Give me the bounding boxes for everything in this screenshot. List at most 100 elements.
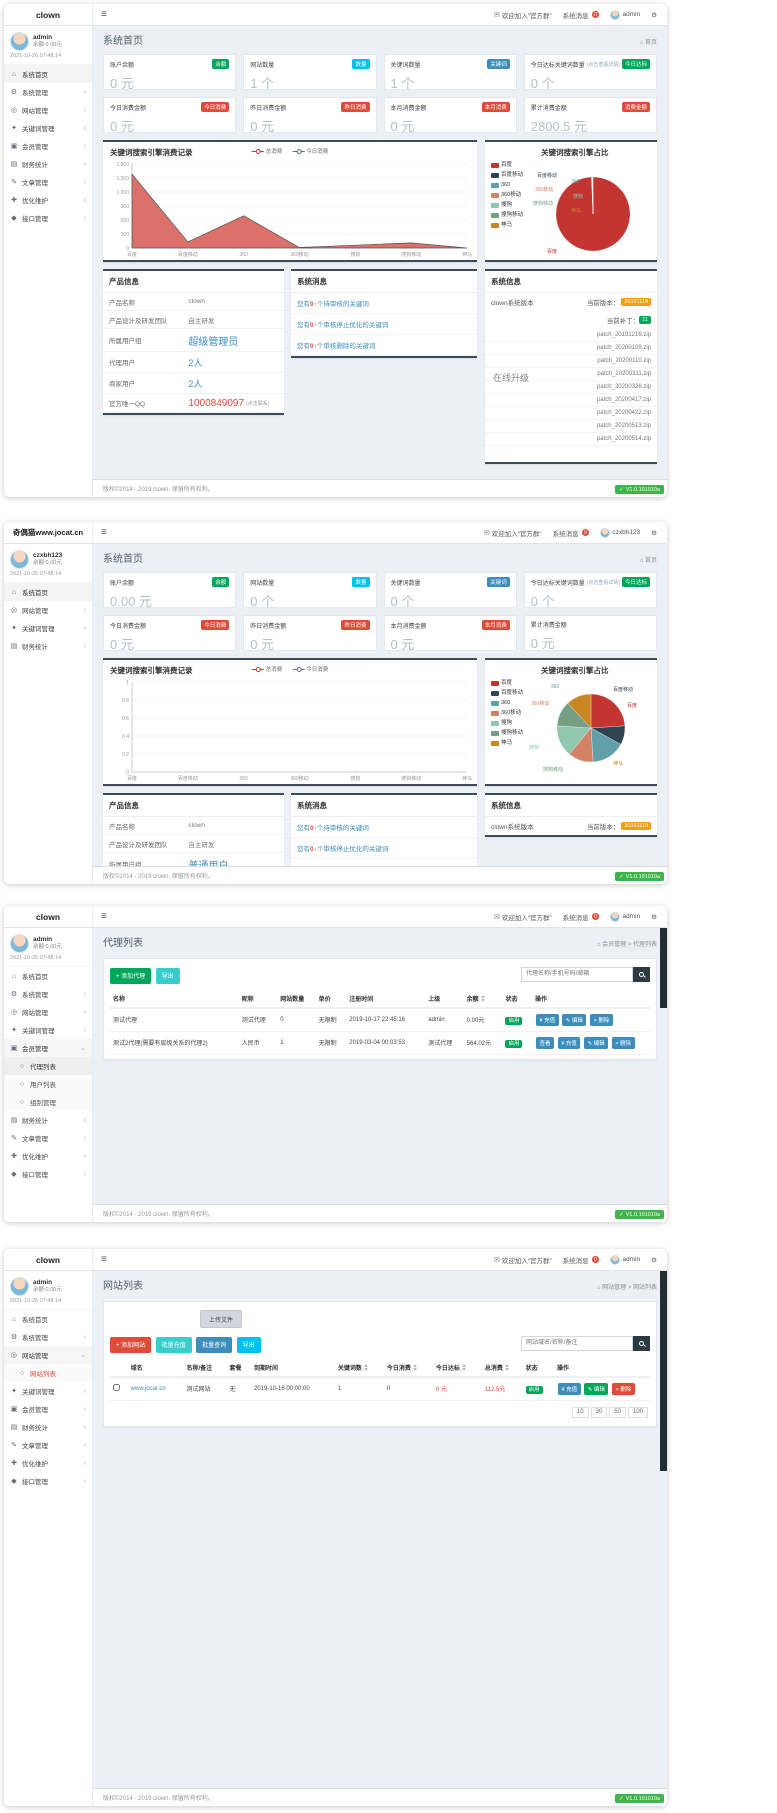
sidebar-toggle-icon[interactable]: ≡ bbox=[101, 527, 107, 538]
column-header[interactable]: 操作 bbox=[532, 989, 650, 1009]
column-header[interactable] bbox=[110, 1358, 128, 1378]
column-header[interactable]: 上级 bbox=[425, 989, 464, 1009]
user-menu[interactable]: admin bbox=[610, 911, 640, 922]
row-action-button[interactable]: 查看 bbox=[536, 1036, 555, 1049]
search-input[interactable] bbox=[521, 1335, 633, 1351]
column-header[interactable]: 状态 bbox=[502, 989, 532, 1009]
sidebar-menu-item[interactable]: ✦ 关键词管理 ‹ bbox=[4, 1382, 92, 1400]
sidebar-menu-item[interactable]: ▣ 会员管理 ‹ bbox=[4, 137, 92, 155]
legend-item[interactable]: 360 bbox=[491, 180, 523, 190]
sidebar-menu-item[interactable]: ▤ 财务统计 ‹ bbox=[4, 1418, 92, 1436]
patch-file-item[interactable]: patch_20200311.zip bbox=[485, 368, 657, 381]
legend-item[interactable]: 总消费 bbox=[251, 665, 282, 673]
domain-link[interactable]: www.jocat.cn bbox=[130, 1385, 166, 1392]
brand-logo[interactable]: clown bbox=[4, 1249, 93, 1270]
row-checkbox[interactable] bbox=[113, 1384, 120, 1391]
sidebar-menu-item[interactable]: ⚙ 系统管理 ‹ bbox=[4, 985, 92, 1003]
online-upgrade-label[interactable]: 在线升级 bbox=[493, 373, 530, 383]
column-header[interactable]: 状态 bbox=[522, 1358, 554, 1378]
upload-file-button[interactable]: 上传文件 bbox=[200, 1310, 243, 1328]
version-float-badge[interactable]: ✓ V1.0.191010a bbox=[615, 1210, 664, 1219]
column-header[interactable]: 余额 bbox=[463, 989, 503, 1009]
patch-file-item[interactable]: patch_20200326.zip bbox=[485, 381, 657, 394]
sidebar-menu-item[interactable]: ⌂ 系统首页 bbox=[4, 1310, 92, 1328]
system-message-link[interactable]: 您有0↑个待审核的关键词 bbox=[291, 293, 477, 314]
stat-extra-link[interactable]: (点击查看详情) bbox=[586, 579, 621, 586]
toolbar-button[interactable]: + 添加代理 bbox=[110, 967, 152, 984]
column-header[interactable]: 名称 bbox=[110, 989, 239, 1009]
user-menu[interactable]: czxbh123 bbox=[600, 527, 640, 538]
sidebar-menu-item[interactable]: ✦ 关键词管理 ‹ bbox=[4, 119, 92, 137]
settings-gear-icon[interactable]: ⚙ bbox=[651, 913, 657, 921]
sidebar-menu-item[interactable]: ⌂ 系统首页 bbox=[4, 583, 92, 601]
page-size-option[interactable]: 10 bbox=[571, 1406, 589, 1418]
control-sidebar-strip[interactable] bbox=[660, 1271, 667, 1471]
row-action-button[interactable]: × 删除 bbox=[612, 1382, 635, 1395]
column-header[interactable]: 操作 bbox=[554, 1358, 650, 1378]
legend-item[interactable]: 百度 bbox=[491, 160, 523, 170]
legend-item[interactable]: 百度 bbox=[491, 678, 523, 688]
toolbar-button[interactable]: 批量查询 bbox=[196, 1336, 233, 1353]
sidebar-menu-item[interactable]: ⌂ 系统首页 bbox=[4, 967, 92, 985]
column-header[interactable]: 网站数量 bbox=[277, 989, 316, 1009]
messages-link[interactable]: 系统消息 0 bbox=[553, 528, 590, 538]
toolbar-button[interactable]: + 添加网站 bbox=[110, 1336, 152, 1353]
toolbar-button[interactable]: 批量充值 bbox=[155, 1336, 192, 1353]
search-button[interactable] bbox=[633, 966, 650, 982]
sidebar-menu-item[interactable]: ✦ 关键词管理 ‹ bbox=[4, 1021, 92, 1039]
column-header[interactable]: 名称/备注 bbox=[183, 1358, 227, 1378]
system-message-link[interactable]: 您有0↑个审核停止优化的关键词 bbox=[291, 838, 477, 859]
sidebar-menu-item[interactable]: ⚙ 系统管理 ‹ bbox=[4, 1328, 92, 1346]
row-action-button[interactable]: ¥ 充值 bbox=[558, 1382, 581, 1395]
system-message-link[interactable]: 您有0↑个待审核的关键词 bbox=[291, 817, 477, 838]
page-size-option[interactable]: 30 bbox=[590, 1406, 608, 1418]
sidebar-menu-item[interactable]: ✚ 优化维护 ‹ bbox=[4, 1454, 92, 1472]
sidebar-menu-item[interactable]: ✎ 文章管理 ‹ bbox=[4, 1129, 92, 1147]
breadcrumb[interactable]: ⌂ 网站管理 > 网站列表 bbox=[596, 1285, 657, 1291]
column-header[interactable]: 今日消费 bbox=[383, 1358, 433, 1378]
column-header[interactable]: 域名 bbox=[127, 1358, 184, 1378]
messages-link[interactable]: 系统消息 0 bbox=[563, 10, 600, 20]
sidebar-menu-item[interactable]: ◎ 网站管理 ‹ bbox=[4, 601, 92, 619]
welcome-link[interactable]: ✉ 欢迎加入“官方群” bbox=[493, 1256, 552, 1265]
patch-file-item[interactable]: patch_20200417.zip bbox=[485, 394, 657, 407]
sidebar-menu-item[interactable]: ○ 代理列表 bbox=[4, 1057, 92, 1075]
brand-logo[interactable]: 奇偶猫www.jocat.cn bbox=[4, 522, 93, 543]
legend-item[interactable]: 百度移动 bbox=[491, 170, 523, 180]
sidebar-menu-item[interactable]: ✎ 文章管理 ‹ bbox=[4, 173, 92, 191]
legend-item[interactable]: 360移动 bbox=[491, 708, 523, 718]
brand-logo[interactable]: clown bbox=[4, 906, 93, 927]
sidebar-menu-item[interactable]: ▤ 财务统计 ‹ bbox=[4, 637, 92, 655]
patch-file-item[interactable]: patch_20200513.zip bbox=[485, 420, 657, 433]
page-size-option[interactable]: 50 bbox=[609, 1406, 626, 1418]
sidebar-menu-item[interactable]: ✦ 关键词管理 ‹ bbox=[4, 619, 92, 637]
settings-gear-icon[interactable]: ⚙ bbox=[651, 529, 657, 537]
patch-file-item[interactable]: patch_20200109.zip bbox=[485, 342, 657, 355]
sidebar-menu-item[interactable]: ✚ 优化维护 ‹ bbox=[4, 191, 92, 209]
sidebar-menu-item[interactable]: ✚ 优化维护 ‹ bbox=[4, 1147, 92, 1165]
settings-gear-icon[interactable]: ⚙ bbox=[651, 1256, 657, 1264]
sidebar-menu-item[interactable]: ▣ 会员管理 ‹ bbox=[4, 1400, 92, 1418]
row-action-button[interactable]: ✎ 编辑 bbox=[583, 1036, 609, 1049]
patch-file-item[interactable]: patch_20200110.zip bbox=[485, 355, 657, 368]
legend-item[interactable]: 搜狗 bbox=[491, 718, 523, 728]
settings-gear-icon[interactable]: ⚙ bbox=[651, 11, 657, 19]
sidebar-menu-item[interactable]: ▣ 会员管理 ⌄ bbox=[4, 1039, 92, 1057]
sidebar-toggle-icon[interactable]: ≡ bbox=[101, 911, 107, 922]
breadcrumb[interactable]: ⌂ 会员管理 > 代理列表 bbox=[596, 942, 657, 948]
column-header[interactable]: 注册时间 bbox=[346, 989, 426, 1009]
user-menu[interactable]: admin bbox=[610, 9, 640, 20]
sidebar-menu-item[interactable]: ◎ 网站管理 ‹ bbox=[4, 1003, 92, 1021]
welcome-link[interactable]: ✉ 欢迎加入“官方群” bbox=[494, 10, 552, 20]
sidebar-menu-item[interactable]: ○ 用户列表 bbox=[4, 1075, 92, 1093]
sidebar-menu-item[interactable]: ▤ 财务统计 ‹ bbox=[4, 155, 92, 173]
legend-item[interactable]: 今日消费 bbox=[292, 665, 328, 673]
breadcrumb[interactable]: ⌂ 首页 bbox=[639, 558, 657, 564]
stat-extra-link[interactable]: (点击查看详情) bbox=[586, 61, 621, 68]
legend-item[interactable]: 搜狗移动 bbox=[491, 728, 523, 738]
row-action-button[interactable]: ✎ 编辑 bbox=[584, 1382, 609, 1395]
version-float-badge[interactable]: ✓ V1.0.191010a bbox=[615, 485, 664, 494]
user-menu[interactable]: admin bbox=[610, 1254, 640, 1265]
legend-item[interactable]: 神马 bbox=[491, 738, 523, 748]
patch-file-item[interactable]: patch_20200514.zip bbox=[485, 433, 657, 446]
